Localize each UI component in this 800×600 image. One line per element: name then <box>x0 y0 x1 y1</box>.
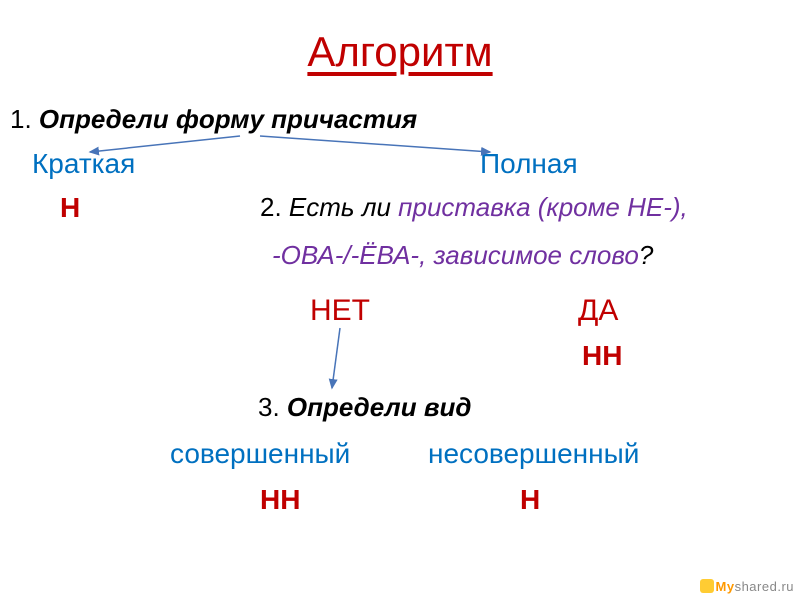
watermark-shared: shared.ru <box>735 579 794 594</box>
branch3-left-result: НН <box>260 484 300 516</box>
arrow-1 <box>0 0 800 600</box>
step-3-text: Определи вид <box>287 392 472 422</box>
step-2-b-purple: -ОВА-/-ЁВА-, зависимое слово <box>272 240 639 270</box>
branch2-right-result: НН <box>582 340 622 372</box>
step-2-line-b: -ОВА-/-ЁВА-, зависимое слово? <box>272 240 653 271</box>
page-title: Алгоритм <box>0 0 800 76</box>
step-1-text: Определи форму причастия <box>39 104 417 134</box>
watermark: Myshared.ru <box>700 579 794 594</box>
step-2-num: 2. <box>260 192 289 222</box>
watermark-my: My <box>716 579 735 594</box>
branch3-left: совершенный <box>170 438 350 470</box>
step-3-num: 3. <box>258 392 287 422</box>
branch3-right-result: Н <box>520 484 540 516</box>
watermark-logo-icon <box>700 579 714 593</box>
step-2-a-plain: Есть ли <box>289 192 398 222</box>
branch1-left-result: Н <box>60 192 80 224</box>
branch3-right: несовершенный <box>428 438 639 470</box>
step-1-num: 1. <box>10 104 39 134</box>
step-1: 1. Определи форму причастия <box>10 104 417 135</box>
step-2-line-a: 2. Есть ли приставка (кроме НЕ-), <box>260 192 688 223</box>
branch2-right: ДА <box>578 294 618 328</box>
arrow-line-3 <box>332 328 340 388</box>
branch1-right: Полная <box>480 148 578 180</box>
step-3: 3. Определи вид <box>258 392 471 423</box>
branch2-left: НЕТ <box>310 294 370 328</box>
branch1-left: Краткая <box>32 148 135 180</box>
arrow-line-2 <box>260 136 490 152</box>
step-2-q: ? <box>639 240 653 270</box>
title-text: Алгоритм <box>307 28 492 75</box>
step-2-a-purple: приставка (кроме НЕ-), <box>398 192 688 222</box>
